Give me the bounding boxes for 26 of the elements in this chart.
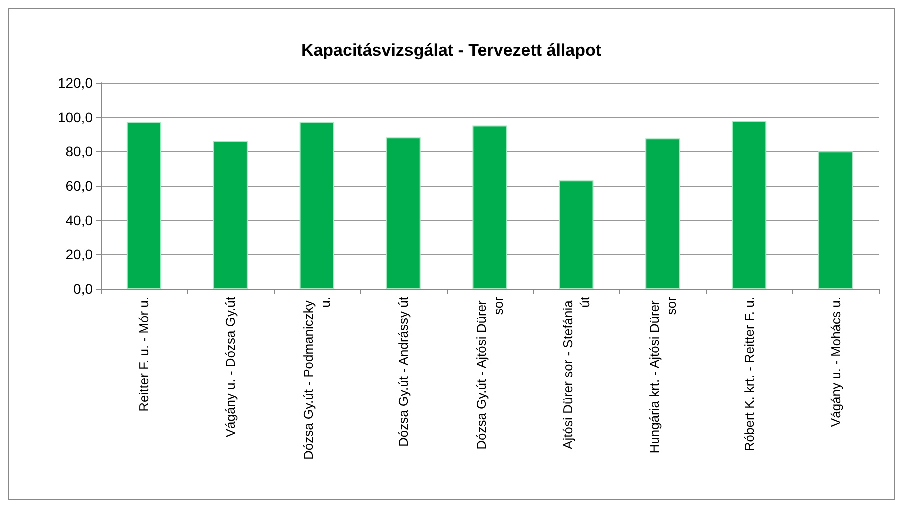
bar [646,138,680,289]
bar [386,138,421,289]
bar [732,121,767,289]
y-tick-label: 80,0 [66,144,94,160]
x-tick-label: Ajtósi Dürer sor - Stefánia út [560,296,592,450]
y-tick-label: 120,0 [58,75,94,91]
bar [559,180,594,289]
x-tick-label: Dózsa Gy.út - Ajtósi Dürer sor [474,296,506,450]
x-tick-label: Vágány u. - Dózsa Gy.út [223,296,238,438]
y-tick-label: 0,0 [74,281,94,297]
x-tick-label: Vágány u. - Mohács u. [828,297,844,428]
bar [126,122,162,289]
x-tick-label: Reitter F. u. - Mór u. [136,297,152,412]
x-tick-label: Róbert K. krt. - Reitter F. u. [742,297,757,452]
y-tick-label: 20,0 [66,246,94,263]
y-tick-label: 60,0 [66,178,94,194]
x-tick-label: Hungária krt. - Ajtósi Dürer sor [646,296,679,454]
x-tick-label: Dózsa Gy.út - Andrássy út [396,296,412,448]
x-tick-label: Dózsa Gy.út - Podmaniczky u. [301,297,334,460]
y-tick-label: 40,0 [66,212,94,228]
bar [472,126,508,289]
y-tick-label: 100,0 [58,109,94,126]
bar [213,142,248,289]
bar [818,152,854,289]
chart-title: Kapacitásvizsgálat - Tervezett állapot [301,41,602,60]
bar [300,122,334,289]
